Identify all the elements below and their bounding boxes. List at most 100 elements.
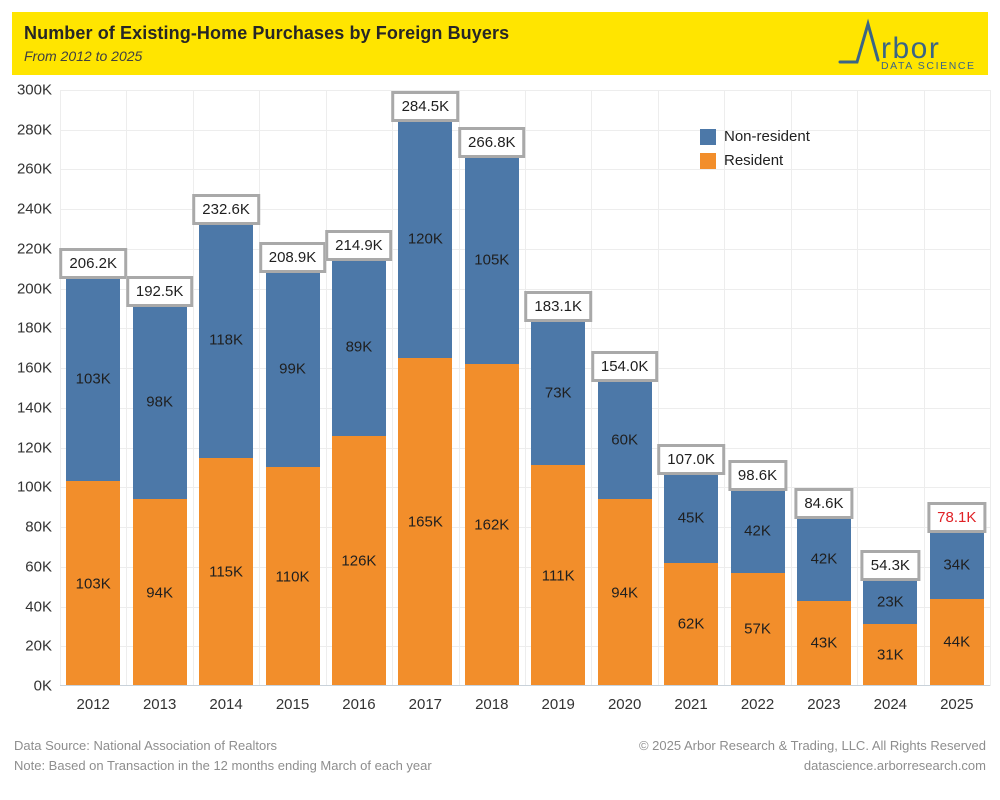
bar-resident-2017[interactable] <box>398 358 453 686</box>
legend-swatch-icon <box>700 128 716 145</box>
total-annotation-2023: 84.6K <box>794 488 854 520</box>
total-annotation-2024: 54.3K <box>860 549 920 581</box>
bar-resident-2020[interactable] <box>597 499 652 686</box>
total-annotation-2021: 107.0K <box>657 444 725 476</box>
bar-value-label: 44K <box>943 633 971 651</box>
y-axis-tick-60K: 60K <box>25 558 52 576</box>
y-axis-tick-300K: 300K <box>16 81 52 99</box>
bar-value-label: 31K <box>876 646 904 664</box>
bar-value-label: 62K <box>677 615 705 633</box>
bar-value-label: 89K <box>345 338 373 356</box>
total-annotation-2019: 183.1K <box>524 291 592 323</box>
x-axis-tick-2013: 2013 <box>142 696 177 713</box>
bar-non-resident-2018[interactable] <box>464 155 519 365</box>
bar-resident-2018[interactable] <box>464 364 519 686</box>
y-axis-tick-220K: 220K <box>16 240 52 258</box>
y-axis-tick-80K: 80K <box>25 518 52 536</box>
column-divider <box>60 90 61 686</box>
x-axis-line <box>60 685 990 686</box>
legend: Non-resident Resident <box>700 128 810 176</box>
legend-swatch-icon <box>700 152 716 169</box>
bar-non-resident-2014[interactable] <box>199 223 254 458</box>
y-axis-tick-160K: 160K <box>16 359 52 377</box>
y-axis-tick-40K: 40K <box>25 598 52 616</box>
bar-value-label: 42K <box>810 550 838 568</box>
bar-non-resident-2012[interactable] <box>66 276 121 482</box>
bar-value-label: 57K <box>744 620 771 638</box>
total-annotation-2020: 154.0K <box>590 351 659 383</box>
total-annotation-2014: 232.6K <box>192 194 260 226</box>
y-axis-tick-0K: 0K <box>33 677 52 695</box>
bar-resident-2012[interactable] <box>66 481 121 686</box>
x-axis-tick-2020: 2020 <box>607 696 642 713</box>
x-axis-tick-2018: 2018 <box>475 696 509 713</box>
y-axis-tick-260K: 260K <box>16 160 52 178</box>
x-axis-tick-2015: 2015 <box>275 696 310 713</box>
bar-non-resident-2017[interactable] <box>398 119 453 359</box>
column-divider <box>525 90 526 686</box>
bar-resident-2019[interactable] <box>531 465 586 686</box>
website-link[interactable]: datascience.arborresearch.com <box>803 758 986 773</box>
bar-non-resident-2016[interactable] <box>331 258 386 436</box>
bar-value-label: 120K <box>407 230 443 248</box>
column-divider <box>392 90 394 686</box>
bar-value-label: 45K <box>677 509 705 527</box>
bar-value-label: 94K <box>146 584 173 602</box>
bar-resident-2023[interactable] <box>796 600 851 686</box>
y-axis-tick-240K: 240K <box>16 200 52 218</box>
data-source-text: Data Source: National Association of Rea… <box>14 738 278 753</box>
column-divider <box>990 90 991 686</box>
bar-resident-2024[interactable] <box>863 624 918 686</box>
bar-resident-2015[interactable] <box>265 467 320 686</box>
total-annotation-2013: 192.5K <box>125 275 194 307</box>
note-text: Note: Based on Transaction in the 12 mon… <box>14 758 432 773</box>
bar-non-resident-2021[interactable] <box>664 473 719 563</box>
bar-resident-2022[interactable] <box>730 572 785 686</box>
bar-non-resident-2022[interactable] <box>730 489 785 573</box>
bar-value-label: 103K <box>75 575 111 593</box>
bar-resident-2014[interactable] <box>199 457 254 686</box>
column-divider <box>259 90 261 686</box>
column-divider <box>790 90 792 686</box>
bar-non-resident-2013[interactable] <box>132 304 187 500</box>
legend-item-non-resident[interactable]: Non-resident <box>700 128 810 145</box>
y-axis-tick-140K: 140K <box>16 399 52 417</box>
chart-title: Number of Existing-Home Purchases by For… <box>24 23 510 43</box>
logo-peak-icon <box>838 18 880 63</box>
bar-resident-2025[interactable] <box>929 598 984 686</box>
bar-value-label: 165K <box>407 513 443 531</box>
bar-non-resident-2025[interactable] <box>929 531 984 599</box>
bar-value-label: 126K <box>341 552 377 570</box>
bar-non-resident-2024[interactable] <box>863 578 918 625</box>
column-divider <box>923 90 925 686</box>
bar-resident-2013[interactable] <box>132 499 187 686</box>
bar-value-label: 118K <box>209 331 244 349</box>
column-divider <box>857 90 859 686</box>
total-annotation-2016: 214.9K <box>325 229 393 261</box>
legend-label: Non-resident <box>724 128 810 145</box>
bar-non-resident-2023[interactable] <box>796 517 851 601</box>
column-divider <box>591 90 593 686</box>
bar-value-label: 34K <box>943 556 971 574</box>
bar-non-resident-2019[interactable] <box>531 320 586 466</box>
bar-value-label: 105K <box>474 251 510 269</box>
header-titles: Number of Existing-Home Purchases by For… <box>24 23 509 64</box>
bar-resident-2016[interactable] <box>331 435 386 686</box>
column-divider <box>657 90 659 686</box>
y-axis-tick-180K: 180K <box>16 319 52 337</box>
x-axis-tick-2016: 2016 <box>342 696 376 713</box>
footer: Data Source: National Association of Rea… <box>14 736 986 776</box>
column-divider <box>724 90 726 686</box>
bar-non-resident-2020[interactable] <box>597 380 652 500</box>
legend-item-resident[interactable]: Resident <box>700 152 810 169</box>
bar-resident-2021[interactable] <box>664 562 719 686</box>
logo-wordmark: rbor <box>881 32 940 65</box>
bar-value-label: 115K <box>209 563 244 581</box>
bar-non-resident-2015[interactable] <box>265 270 320 468</box>
x-axis-tick-2019: 2019 <box>541 696 575 713</box>
bar-value-label: 23K <box>876 593 904 611</box>
arbor-logo: rbor DATA SCIENCE <box>834 17 974 71</box>
x-axis-tick-2012: 2012 <box>76 696 110 713</box>
column-divider <box>325 90 327 686</box>
y-axis-tick-100K: 100K <box>16 478 52 496</box>
